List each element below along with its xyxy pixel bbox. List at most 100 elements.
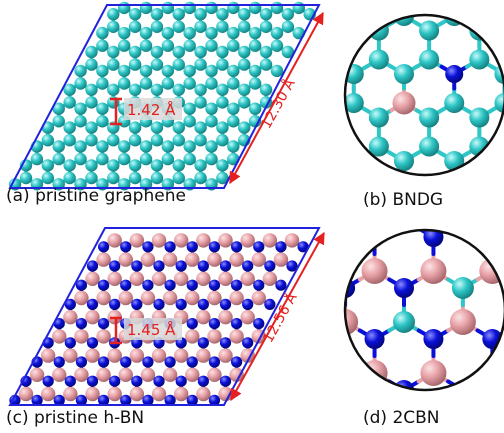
boron-atom <box>361 258 388 284</box>
carbon-atom <box>41 134 55 147</box>
nitrogen-atom <box>394 278 414 298</box>
nitrogen-atom <box>208 356 221 368</box>
nitrogen-atom <box>9 394 21 406</box>
carbon-atom <box>205 26 218 40</box>
carbon-atom <box>107 45 120 59</box>
carbon-atom <box>139 64 153 78</box>
bond <box>351 151 369 163</box>
caption-d: (d) 2CBN <box>363 408 440 428</box>
boron-atom <box>129 386 145 402</box>
carbon-atom <box>248 39 262 52</box>
carbon-atom <box>259 45 273 59</box>
carbon-atom <box>96 39 109 52</box>
nitrogen-atom <box>208 241 221 253</box>
boron-atom <box>107 386 122 402</box>
carbon-atom <box>194 134 207 147</box>
panel-b-bndg <box>319 13 504 200</box>
carbon-atom <box>194 96 207 109</box>
boron-atom <box>185 290 200 306</box>
nitrogen-atom <box>31 394 43 406</box>
boron-atom <box>251 252 266 267</box>
carbon-atom <box>345 93 364 113</box>
boron-atom <box>140 252 156 267</box>
panel-c-hbn: 1.45 Å 12.56 Å <box>8 227 325 406</box>
carbon-atom <box>128 121 142 134</box>
boron-atom <box>162 290 178 306</box>
carbon-atom <box>227 39 240 52</box>
cell-length-arrow <box>230 231 325 402</box>
carbon-atom <box>194 83 207 97</box>
boron-atom <box>240 233 255 248</box>
carbon-atom <box>74 102 87 115</box>
carbon-atom <box>150 45 164 59</box>
nitrogen-atom <box>153 260 165 272</box>
boron-atom <box>85 348 100 363</box>
boron-atom <box>218 386 233 402</box>
nitrogen-atom <box>423 329 444 349</box>
nitrogen-atom <box>264 260 276 272</box>
carbon-atom <box>227 64 240 78</box>
nitrogen-atom <box>164 241 176 253</box>
carbon-atom <box>183 77 196 90</box>
carbon-atom <box>238 96 251 109</box>
boron-atom <box>151 271 167 286</box>
carbon-atom <box>205 1 218 15</box>
carbon-atom <box>63 83 76 97</box>
carbon-atom <box>74 77 87 90</box>
carbon-atom <box>128 45 142 59</box>
carbon-atom <box>107 171 120 185</box>
carbon-atom <box>150 159 164 172</box>
carbon-atom <box>74 115 87 128</box>
carbon-atom <box>394 64 414 84</box>
carbon-atom <box>444 180 464 200</box>
carbon-atom <box>227 1 240 15</box>
bond <box>402 230 421 231</box>
boron-atom <box>207 290 222 306</box>
carbon-atom <box>194 58 207 71</box>
carbon-atom <box>85 171 98 185</box>
carbon-atom <box>161 39 175 52</box>
carbon-atom <box>469 107 490 128</box>
carbon-atom <box>161 26 175 40</box>
carbon-atom <box>128 20 142 33</box>
carbon-atom <box>183 152 196 166</box>
carbon-atom <box>96 115 109 128</box>
boron-atom <box>96 367 111 382</box>
carbon-atom <box>150 171 164 185</box>
carbon-atom <box>238 83 251 97</box>
carbon-atom <box>216 58 229 71</box>
carbon-atom <box>494 93 504 113</box>
nitrogen-atom <box>242 337 254 349</box>
carbon-atom <box>150 20 164 33</box>
carbon-atom <box>172 121 185 134</box>
nitrogen-atom <box>142 394 154 406</box>
boron-atom <box>63 348 78 363</box>
boron-atom <box>85 310 100 325</box>
boron-atom <box>218 310 233 325</box>
nitrogen-atom <box>242 260 254 272</box>
bond <box>372 230 392 239</box>
boron-atom <box>196 310 211 325</box>
carbon-atom <box>139 77 153 90</box>
bond <box>475 230 495 239</box>
nitrogen-atom <box>231 318 243 330</box>
carbon-atom <box>259 58 273 71</box>
boron-atom <box>218 271 233 286</box>
boron-atom <box>196 348 211 363</box>
nitrogen-atom <box>120 279 132 291</box>
boron-atom <box>207 252 222 267</box>
carbon-atom <box>248 64 262 78</box>
nitrogen-atom <box>208 318 221 330</box>
carbon-atom <box>85 96 98 109</box>
carbon-atom <box>30 152 44 166</box>
carbon-atom <box>248 26 262 40</box>
bndg-zoom-lattice <box>319 15 504 200</box>
nitrogen-atom <box>275 241 287 253</box>
carbon-atom <box>118 140 131 153</box>
nitrogen-atom <box>97 241 110 253</box>
carbon-atom <box>85 159 98 172</box>
carbon-atom <box>319 108 339 128</box>
carbon-atom <box>183 140 196 153</box>
nitrogen-atom <box>120 394 132 406</box>
